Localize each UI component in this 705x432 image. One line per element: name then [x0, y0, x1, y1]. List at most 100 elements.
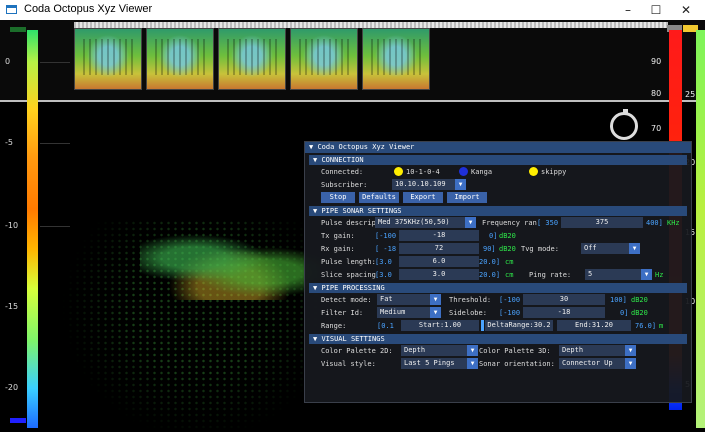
- tvg-select[interactable]: Off: [581, 243, 629, 254]
- stop-button[interactable]: Stop: [321, 192, 355, 203]
- chevron-down-icon[interactable]: ▼: [629, 243, 640, 254]
- rotate-view-icon[interactable]: [610, 109, 638, 140]
- range-min: [0.1: [377, 322, 394, 330]
- export-button[interactable]: Export: [403, 192, 443, 203]
- ping-thumbnail[interactable]: [146, 28, 214, 90]
- tx-gain-row: Tx gain: [-100 -18 0] dB20: [309, 230, 687, 242]
- palette-2d-select[interactable]: Depth: [401, 345, 469, 356]
- palette-3d-label: Color Palette 3D:: [479, 347, 551, 355]
- subscriber-select[interactable]: 10.10.10.109: [392, 179, 456, 190]
- chevron-down-icon[interactable]: ▼: [641, 269, 652, 280]
- filter-row: Filter Id: Medium ▼ Sidelobe: [-100 -18 …: [309, 307, 687, 319]
- range-slider-handle[interactable]: [481, 320, 484, 331]
- defaults-button[interactable]: Defaults: [359, 192, 399, 203]
- ping-thumbnail[interactable]: [362, 28, 430, 90]
- right-colorbar-tag: [683, 25, 698, 32]
- panel-title: Coda Octopus Xyz Viewer: [317, 143, 415, 151]
- pulse-row: Pulse descrip Med 375KHz(50,50) ▼ Freque…: [309, 217, 687, 229]
- host-status-icon[interactable]: [459, 167, 468, 176]
- visual-style-select[interactable]: Last 5 Pings: [401, 358, 469, 369]
- chevron-down-icon[interactable]: ▼: [625, 345, 636, 356]
- tx-gain-field[interactable]: -18: [399, 230, 479, 241]
- section-sonar-label: PIPE SONAR SETTINGS: [321, 207, 402, 215]
- pulse-label: Pulse descrip: [321, 219, 376, 227]
- chevron-down-icon[interactable]: ▼: [467, 345, 478, 356]
- filter-id-select[interactable]: Medium: [377, 307, 432, 318]
- panel-title-bar[interactable]: ▼ Coda Octopus Xyz Viewer: [305, 142, 691, 153]
- ping-rate-select[interactable]: 5: [585, 269, 645, 280]
- chevron-down-icon[interactable]: ▼: [455, 179, 466, 190]
- filter-id-label: Filter Id:: [321, 309, 364, 317]
- section-visual-label: VISUAL SETTINGS: [321, 335, 385, 343]
- view-divider[interactable]: [0, 100, 705, 102]
- threshold-field[interactable]: 30: [523, 294, 605, 305]
- xyz-viewer-panel: ▼ Coda Octopus Xyz Viewer ▼ CONNECTION C…: [304, 141, 692, 403]
- range-delta-field[interactable]: DeltaRange:30.2: [485, 320, 553, 331]
- chevron-down-icon[interactable]: ▼: [430, 307, 441, 318]
- ping-thumbnail[interactable]: [74, 28, 142, 90]
- visual-style-label: Visual style:: [321, 360, 376, 368]
- chevron-down-icon[interactable]: ▼: [625, 358, 636, 369]
- section-visual[interactable]: ▼ VISUAL SETTINGS: [309, 334, 687, 344]
- import-button[interactable]: Import: [447, 192, 487, 203]
- grid-line: [40, 143, 70, 144]
- slice-spacing-field[interactable]: 3.0: [399, 269, 479, 280]
- host-name[interactable]: 10-1-0-4: [406, 168, 440, 176]
- range-end-field[interactable]: End:31.20: [557, 320, 631, 331]
- rx-gain-max: 90]: [483, 245, 496, 253]
- history-scrollbar[interactable]: [74, 22, 668, 28]
- app-window-icon: [6, 5, 17, 14]
- chevron-down-icon[interactable]: ▼: [467, 358, 478, 369]
- tx-gain-label: Tx gain:: [321, 232, 355, 240]
- pulse-select[interactable]: Med 375KHz(50,50): [375, 217, 465, 228]
- detect-mode-select[interactable]: Fat: [377, 294, 432, 305]
- palette-3d-select[interactable]: Depth: [559, 345, 627, 356]
- orientation-select[interactable]: Connector Up: [559, 358, 627, 369]
- threshold-unit: dB20: [631, 296, 648, 304]
- sidelobe-field[interactable]: -18: [523, 307, 605, 318]
- depth-colorbar-left: [27, 30, 38, 428]
- chevron-down-icon[interactable]: ▼: [465, 217, 476, 228]
- style-row: Visual style: Last 5 Pings ▼ Sonar orien…: [309, 358, 687, 370]
- rx-gain-row: Rx gain: [ -18 72 90] dB20 Tvg mode: Off…: [309, 243, 687, 255]
- title-bar: Coda Octopus Xyz Viewer – ☐ ✕: [0, 0, 705, 21]
- range-max: 76.0]: [635, 322, 657, 330]
- depth-tick: 0: [5, 57, 11, 66]
- ping-thumbnail[interactable]: [218, 28, 286, 90]
- section-processing[interactable]: ▼ PIPE PROCESSING: [309, 283, 687, 293]
- sidelobe-unit: dB20: [631, 309, 648, 317]
- host-status-icon[interactable]: [394, 167, 403, 176]
- subscriber-row: Subscriber: 10.10.10.109 ▼: [309, 179, 687, 191]
- host-name[interactable]: skippy: [541, 168, 567, 176]
- minimize-button[interactable]: –: [625, 3, 631, 17]
- rx-gain-field[interactable]: 72: [399, 243, 479, 254]
- slice-spacing-min: [3.0: [375, 271, 392, 279]
- range-start-field[interactable]: Start:1.00: [401, 320, 479, 331]
- section-connection[interactable]: ▼ CONNECTION: [309, 155, 687, 165]
- host-name[interactable]: Kanga: [471, 168, 493, 176]
- section-sonar[interactable]: ▼ PIPE SONAR SETTINGS: [309, 206, 687, 216]
- close-button[interactable]: ✕: [680, 3, 692, 17]
- left-colorbar-bottom-marker: [10, 418, 26, 423]
- chevron-down-icon[interactable]: ▼: [430, 294, 441, 305]
- pulse-length-min: [3.0: [375, 258, 392, 266]
- frequency-unit: KHz: [667, 219, 680, 227]
- tvg-label: Tvg mode:: [521, 245, 559, 253]
- maximize-button[interactable]: ☐: [650, 3, 662, 17]
- tx-gain-unit: dB20: [499, 232, 516, 240]
- depth-colorbar-right: [696, 30, 705, 428]
- right-colorbar-tag: [667, 25, 682, 32]
- frequency-field[interactable]: 375: [561, 217, 643, 228]
- grid-line: [40, 62, 70, 63]
- grid-line: [40, 226, 70, 227]
- host-status-icon[interactable]: [529, 167, 538, 176]
- ping-thumbnail[interactable]: [290, 28, 358, 90]
- history-scrollbar-thumb[interactable]: [74, 22, 668, 28]
- rx-gain-unit: dB20: [499, 245, 516, 253]
- connected-row: Connected: 10-1-0-4 Kanga skippy: [309, 166, 687, 178]
- tx-gain-max: 0]: [489, 232, 498, 240]
- pulse-length-field[interactable]: 6.0: [399, 256, 479, 267]
- palette-2d-label: Color Palette 2D:: [321, 347, 393, 355]
- detect-mode-label: Detect mode:: [321, 296, 372, 304]
- pulse-length-max: 20.0]: [479, 258, 501, 266]
